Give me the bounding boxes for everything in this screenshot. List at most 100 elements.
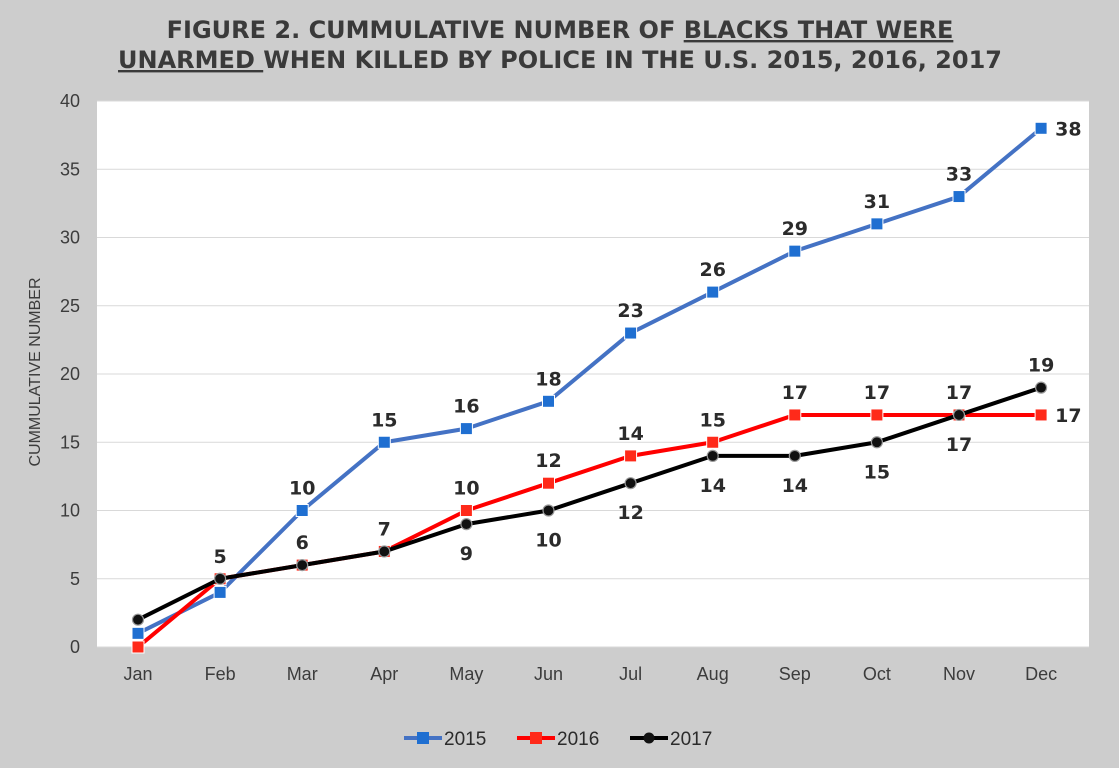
legend: 2015 2016 2017 bbox=[404, 729, 712, 750]
marker-2017-jun bbox=[542, 504, 555, 517]
marker-2015-oct bbox=[870, 217, 884, 231]
x-tick-label-may: May bbox=[449, 664, 483, 684]
data-label-2016-jun: 12 bbox=[535, 450, 561, 472]
data-label-2017-jun: 10 bbox=[535, 530, 561, 552]
legend-label-2017: 2017 bbox=[670, 729, 712, 750]
data-label-2017-aug: 14 bbox=[699, 475, 725, 497]
marker-2017-jan bbox=[131, 613, 145, 626]
series-line-2015 bbox=[136, 126, 1044, 636]
marker-2017-oct bbox=[870, 436, 884, 449]
legend-label-2016: 2016 bbox=[557, 729, 599, 750]
y-tick-label-0: 0 bbox=[70, 637, 80, 657]
x-tick-label-aug: Aug bbox=[697, 664, 729, 684]
data-label-2016-sep: 17 bbox=[782, 382, 808, 404]
x-tick-label-dec: Dec bbox=[1025, 664, 1057, 684]
data-label-2016-apr: 7 bbox=[378, 518, 391, 540]
marker-2015-sep bbox=[788, 244, 802, 258]
marker-2017-aug bbox=[706, 449, 719, 462]
legend-label-2015: 2015 bbox=[444, 729, 486, 750]
y-tick-label-40: 40 bbox=[60, 91, 80, 111]
data-label-2017-may: 9 bbox=[460, 543, 473, 565]
x-tick-label-feb: Feb bbox=[205, 664, 236, 684]
marker-2015-jun bbox=[542, 394, 555, 408]
data-label-2017-oct: 15 bbox=[864, 461, 890, 483]
data-label-2016-nov: 17 bbox=[946, 382, 972, 404]
title-line2-part-b: WHEN KILLED BY POLICE IN THE U.S. 2015, … bbox=[263, 46, 1002, 74]
data-label-2015-may: 16 bbox=[453, 396, 479, 418]
series-2017 bbox=[131, 381, 1048, 626]
data-label-2015-jun: 18 bbox=[535, 368, 561, 390]
marker-2015-dec bbox=[1034, 121, 1048, 135]
data-label-2015-sep: 29 bbox=[782, 218, 808, 240]
y-tick-label-5: 5 bbox=[70, 569, 80, 589]
y-axis-title: CUMMULATIVE NUMBER bbox=[27, 277, 44, 466]
title-line2-part-a-underlined: UNARMED bbox=[118, 46, 263, 74]
marker-2016-jan bbox=[131, 640, 145, 654]
title-line1-part-b-underlined: BLACKS THAT WERE bbox=[684, 16, 954, 44]
y-tick-label-10: 10 bbox=[60, 501, 80, 521]
y-tick-label-30: 30 bbox=[60, 228, 80, 248]
x-tick-label-oct: Oct bbox=[863, 664, 891, 684]
data-label-2017-sep: 14 bbox=[782, 475, 808, 497]
data-label-2015-nov: 33 bbox=[946, 164, 972, 186]
marker-2015-aug bbox=[706, 285, 720, 299]
marker-2017-apr bbox=[378, 545, 391, 558]
chart-title-line-1: FIGURE 2. CUMMULATIVE NUMBER OF BLACKS T… bbox=[167, 16, 954, 44]
data-label-2017-mar: 6 bbox=[296, 532, 309, 554]
legend-item-2017: 2017 bbox=[630, 729, 712, 750]
marker-2017-nov bbox=[952, 408, 966, 422]
data-label-2016-dec: 17 bbox=[1055, 405, 1081, 427]
marker-2016-jun bbox=[542, 476, 555, 490]
data-label-2015-mar: 10 bbox=[289, 478, 315, 500]
marker-2016-oct bbox=[870, 408, 884, 422]
y-tick-label-35: 35 bbox=[60, 159, 80, 179]
data-label-2015-apr: 15 bbox=[371, 409, 397, 431]
x-tick-label-jul: Jul bbox=[619, 664, 642, 684]
data-label-2017-dec: 19 bbox=[1028, 355, 1054, 377]
x-tick-label-jun: Jun bbox=[534, 664, 563, 684]
marker-2015-mar bbox=[295, 504, 309, 517]
x-tick-label-jan: Jan bbox=[123, 664, 152, 684]
legend-item-2015: 2015 bbox=[404, 729, 486, 750]
y-tick-label-25: 25 bbox=[60, 296, 80, 316]
data-label-2015-aug: 26 bbox=[699, 259, 725, 281]
data-labels: 10 15 16 18 23 26 29 31 33 38 5 7 10 12 14 15 17 17 17 17 6 9… bbox=[213, 118, 1081, 567]
data-label-2015-dec: 38 bbox=[1055, 118, 1081, 140]
y-tick-label-20: 20 bbox=[60, 364, 80, 384]
data-label-2016-may: 10 bbox=[453, 478, 479, 500]
marker-2015-jul bbox=[624, 326, 638, 340]
marker-2017-sep bbox=[788, 449, 801, 462]
x-tick-label-nov: Nov bbox=[943, 664, 975, 684]
marker-2015-feb bbox=[213, 585, 227, 599]
chart-title-line-2: UNARMED WHEN KILLED BY POLICE IN THE U.S… bbox=[118, 46, 1002, 74]
marker-2017-feb bbox=[214, 572, 227, 585]
y-tick-label-15: 15 bbox=[60, 432, 80, 452]
series-2015 bbox=[131, 121, 1048, 640]
data-label-2017-nov: 17 bbox=[946, 434, 972, 456]
marker-2015-nov bbox=[952, 190, 966, 204]
gridlines bbox=[97, 100, 1089, 648]
data-label-2016-oct: 17 bbox=[864, 382, 890, 404]
x-tick-label-apr: Apr bbox=[370, 664, 398, 684]
series-lines bbox=[131, 121, 1048, 654]
marker-2016-aug bbox=[706, 435, 720, 449]
data-label-2015-jul: 23 bbox=[617, 300, 643, 322]
marker-2015-jan bbox=[131, 626, 145, 640]
marker-2016-sep bbox=[788, 408, 802, 422]
title-line1-part-a: FIGURE 2. CUMMULATIVE NUMBER OF bbox=[167, 16, 684, 44]
series-line-2017 bbox=[136, 385, 1044, 622]
marker-2016-jul bbox=[624, 449, 638, 463]
data-label-2016-aug: 15 bbox=[699, 409, 725, 431]
data-label-2016-jul: 14 bbox=[617, 423, 643, 445]
data-label-2015-oct: 31 bbox=[864, 191, 890, 213]
marker-2017-dec bbox=[1034, 381, 1048, 394]
marker-2016-may bbox=[459, 504, 473, 517]
marker-2015-apr bbox=[377, 435, 391, 449]
data-label-2016-feb: 5 bbox=[213, 546, 226, 568]
legend-marker-2016 bbox=[530, 732, 542, 744]
x-tick-label-mar: Mar bbox=[287, 664, 318, 684]
axes: 0 5 10 15 20 25 30 35 40 Jan Feb Mar Apr May Jun Jul Aug… bbox=[60, 91, 1057, 684]
marker-2016-dec bbox=[1034, 408, 1048, 422]
